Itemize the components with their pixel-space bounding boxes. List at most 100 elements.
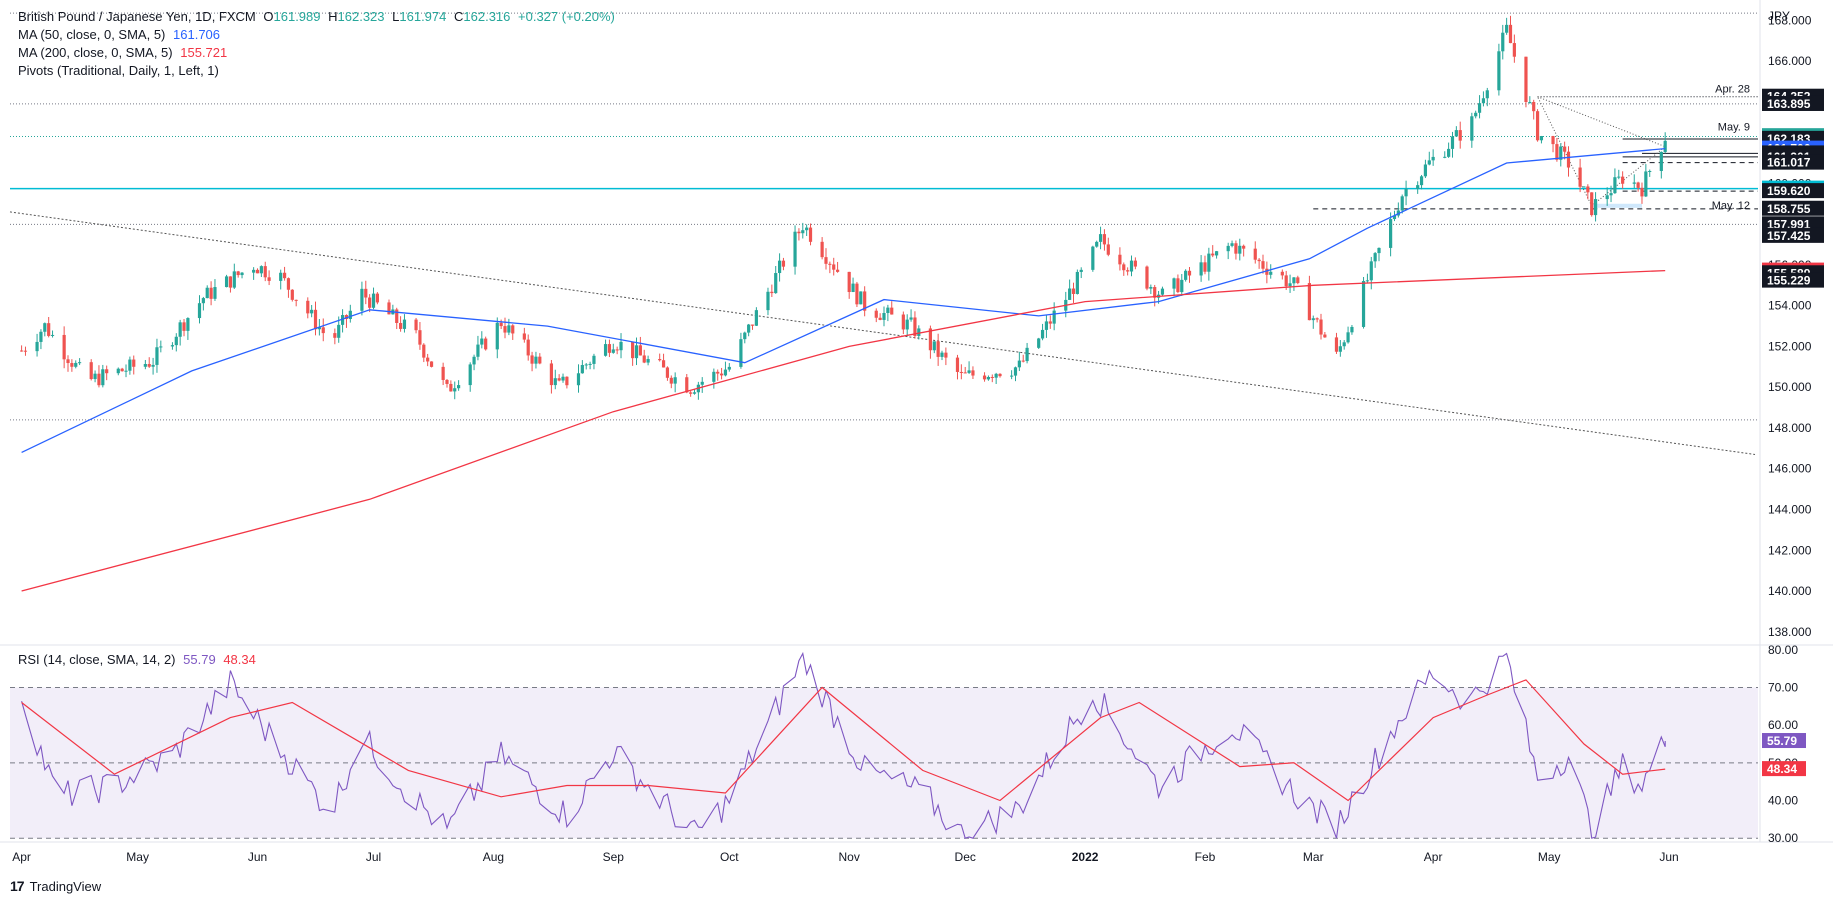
candle-down <box>607 344 612 353</box>
candle-down <box>565 376 569 386</box>
candle-up <box>917 328 921 336</box>
candle-up <box>224 276 229 288</box>
high-label: H <box>328 9 338 24</box>
support-zone <box>1591 203 1642 208</box>
candle-up <box>712 371 716 382</box>
time-tick-label: Apr <box>1424 850 1443 864</box>
time-tick-label: Dec <box>955 850 976 864</box>
candle-up <box>1648 170 1652 172</box>
tradingview-footer[interactable]: 17 TradingView <box>10 878 101 894</box>
candle-up <box>174 336 178 346</box>
candle-up <box>472 356 476 365</box>
candle-up <box>1230 243 1234 246</box>
candle-up <box>905 319 909 330</box>
candle-down <box>1307 283 1311 321</box>
candle-down <box>89 362 93 380</box>
candle-down <box>120 368 124 372</box>
candle-up <box>967 370 971 373</box>
rsi-value: 55.79 <box>183 652 216 667</box>
candle-up <box>774 273 778 294</box>
candle-up <box>1447 148 1451 157</box>
candle-down <box>20 350 24 352</box>
candle-up <box>340 315 345 325</box>
candle-up <box>201 298 205 304</box>
candle-up <box>1346 332 1350 343</box>
candle-up <box>1663 140 1667 152</box>
candle-down <box>132 359 136 367</box>
candle-up <box>1528 101 1532 103</box>
candle-up <box>128 359 132 371</box>
candle-down <box>1242 245 1246 249</box>
candle-up <box>1361 281 1366 327</box>
candle-down <box>890 307 894 315</box>
candle-down <box>426 357 430 362</box>
candle-up <box>43 323 47 332</box>
candle-up <box>1365 280 1370 282</box>
candle-up <box>1659 151 1663 171</box>
candle-up <box>1238 245 1242 254</box>
candle-down <box>522 333 526 340</box>
candle-up <box>1396 210 1400 216</box>
low-label: L <box>392 9 400 24</box>
price-label-bg <box>1762 200 1824 216</box>
candle-up <box>1214 251 1219 256</box>
candle-up <box>886 307 890 313</box>
candle-down <box>97 373 101 386</box>
price-label: 161.017 <box>1767 156 1811 170</box>
price-label: 157.425 <box>1767 229 1811 243</box>
candle-up <box>507 325 511 333</box>
candle-down <box>1021 360 1025 362</box>
candle-down <box>538 356 542 364</box>
currency-label: JPY <box>1768 9 1790 23</box>
candle-up <box>1369 261 1373 281</box>
candle-up <box>124 370 128 372</box>
candle-down <box>963 372 967 374</box>
candle-down <box>549 363 554 386</box>
candle-down <box>263 266 267 278</box>
candle-down <box>832 264 836 270</box>
candle-down <box>1253 248 1257 260</box>
candle-up <box>754 310 758 326</box>
date-annotation: May. 9 <box>1718 121 1750 133</box>
price-labels: 164.252163.895162.316162.183161.706161.4… <box>1712 84 1824 777</box>
candle-down <box>1621 176 1625 184</box>
open-label: O <box>263 9 274 24</box>
candle-up <box>1485 90 1489 99</box>
candle-down <box>1532 101 1536 112</box>
candle-down <box>642 355 646 363</box>
trend-line <box>9 211 1756 455</box>
time-tick-label: Oct <box>720 850 739 864</box>
candle-down <box>1257 259 1261 262</box>
candle-down <box>847 271 851 293</box>
candle-down <box>1524 56 1528 103</box>
rsi-label: RSI (14, close, SMA, 14, 2) <box>18 652 176 667</box>
candle-up <box>766 291 770 311</box>
candle-down <box>638 345 642 356</box>
candle-down <box>429 361 434 367</box>
candle-down <box>1458 130 1462 141</box>
candle-up <box>1350 326 1354 333</box>
price-tick-label: 142.000 <box>1768 543 1812 557</box>
symbol-title: British Pound / Japanese Yen, 1D, FXCM <box>18 9 256 24</box>
price-label: 163.895 <box>1767 97 1811 111</box>
candle-down <box>286 278 291 290</box>
time-tick-label: 2022 <box>1072 850 1099 864</box>
candle-up <box>197 303 202 319</box>
candle-down <box>70 363 74 367</box>
candle-up <box>1172 278 1176 289</box>
candle-down <box>228 276 233 288</box>
candle-up <box>1079 269 1083 272</box>
candle-up <box>143 364 147 367</box>
time-tick-label: Nov <box>839 850 860 864</box>
candle-down <box>1508 24 1513 44</box>
symbol-line: British Pound / Japanese Yen, 1D, FXCM O… <box>18 8 619 26</box>
candle-up <box>534 356 538 364</box>
date-annotation: May. 12 <box>1712 200 1750 212</box>
candle-down <box>1563 146 1567 152</box>
candle-down <box>1145 266 1149 289</box>
time-axis: Apr May Jun Jul Aug Sep Oct Nov Dec 2022 Feb Mar Apr… <box>12 850 1678 864</box>
candle-down <box>959 371 963 373</box>
candle-down <box>750 324 755 326</box>
candle-down <box>669 377 673 384</box>
